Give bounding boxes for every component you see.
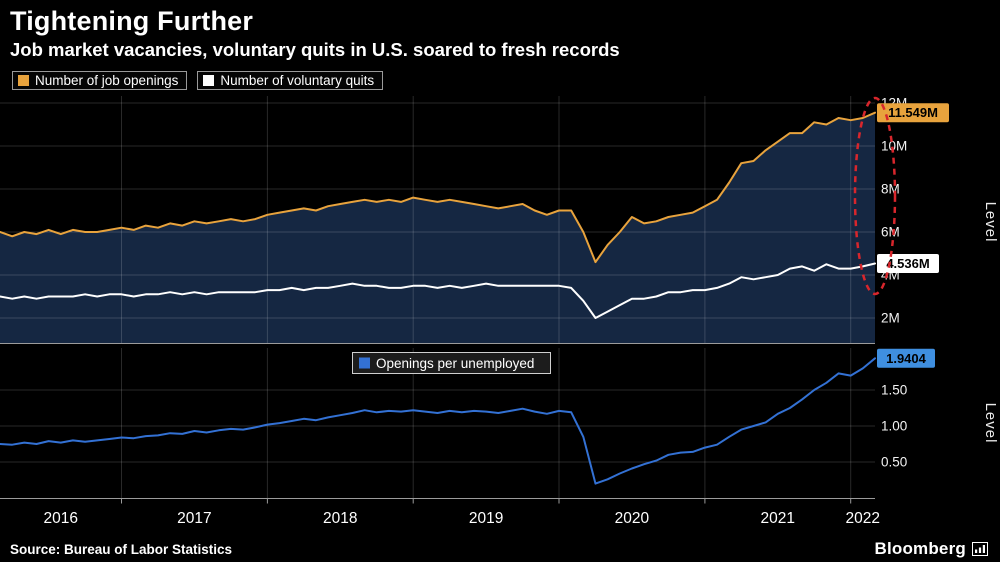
footer: Source: Bureau of Labor Statistics Bloom… (0, 536, 1000, 562)
y-axis-tick-label: 8M (881, 182, 900, 197)
x-axis-year-label: 2016 (44, 510, 78, 527)
openings-per-unemployed-line (0, 357, 876, 485)
legend-label-voluntary-quits: Number of voluntary quits (220, 72, 375, 88)
x-axis-year-label: 2018 (323, 510, 357, 527)
y-axis-tick-label: 2M (881, 311, 900, 326)
top-legend: Number of job openings Number of volunta… (10, 69, 1000, 91)
record-highlight-ellipse (853, 96, 897, 296)
ratio-value-badge-box (877, 348, 935, 368)
y-axis-tick-label: 1.00 (881, 419, 907, 434)
openings-value-badge: 11.549M (888, 105, 938, 120)
bottom-level-axis-title: Level (982, 403, 999, 444)
header: Tightening Further Job market vacancies,… (0, 0, 1000, 91)
y-axis-tick-label: 0.50 (881, 455, 907, 470)
legend-item-voluntary-quits: Number of voluntary quits (197, 70, 384, 90)
ratio-value-badge: 1.9404 (886, 351, 927, 366)
quits-value-badge: 4.536M (886, 256, 929, 271)
page-title: Tightening Further (10, 6, 254, 36)
source-note: Source: Bureau of Labor Statistics (10, 541, 233, 557)
y-axis-tick-label: 6M (881, 225, 900, 240)
x-axis-year-label: 2019 (469, 510, 503, 527)
chart-subtitle: Job market vacancies, voluntary quits in… (10, 39, 620, 60)
bloomberg-wordmark: Bloomberg (874, 539, 966, 558)
quits-value-badge-box (877, 254, 939, 273)
openings-per-unemployed-swatch-icon (359, 357, 370, 369)
bloomberg-logo-icon (972, 542, 988, 556)
top-level-axis-title: Level (982, 202, 999, 243)
bloomberg-logo: Bloomberg (874, 539, 988, 559)
legend-item-job-openings: Number of job openings (12, 70, 188, 90)
openings-area-fill (0, 112, 875, 343)
x-axis-year-label: 2022 (846, 510, 880, 527)
y-axis-tick-label: 10M (881, 139, 907, 154)
job-openings-swatch-icon (18, 74, 29, 86)
x-axis-year-label: 2021 (761, 510, 795, 527)
voluntary-quits-line (0, 262, 876, 319)
voluntary-quits-swatch-icon (203, 74, 215, 86)
openings-value-badge-box (877, 103, 949, 123)
job-openings-line (0, 111, 876, 264)
bottom-legend-box (352, 352, 551, 374)
y-axis-tick-label: 1.50 (881, 383, 907, 398)
x-axis-year-label: 2017 (177, 510, 211, 527)
x-axis-year-label: 2020 (615, 510, 650, 527)
legend-label-job-openings: Number of job openings (35, 72, 179, 88)
bottom-legend-label: Openings per unemployed (376, 356, 534, 371)
